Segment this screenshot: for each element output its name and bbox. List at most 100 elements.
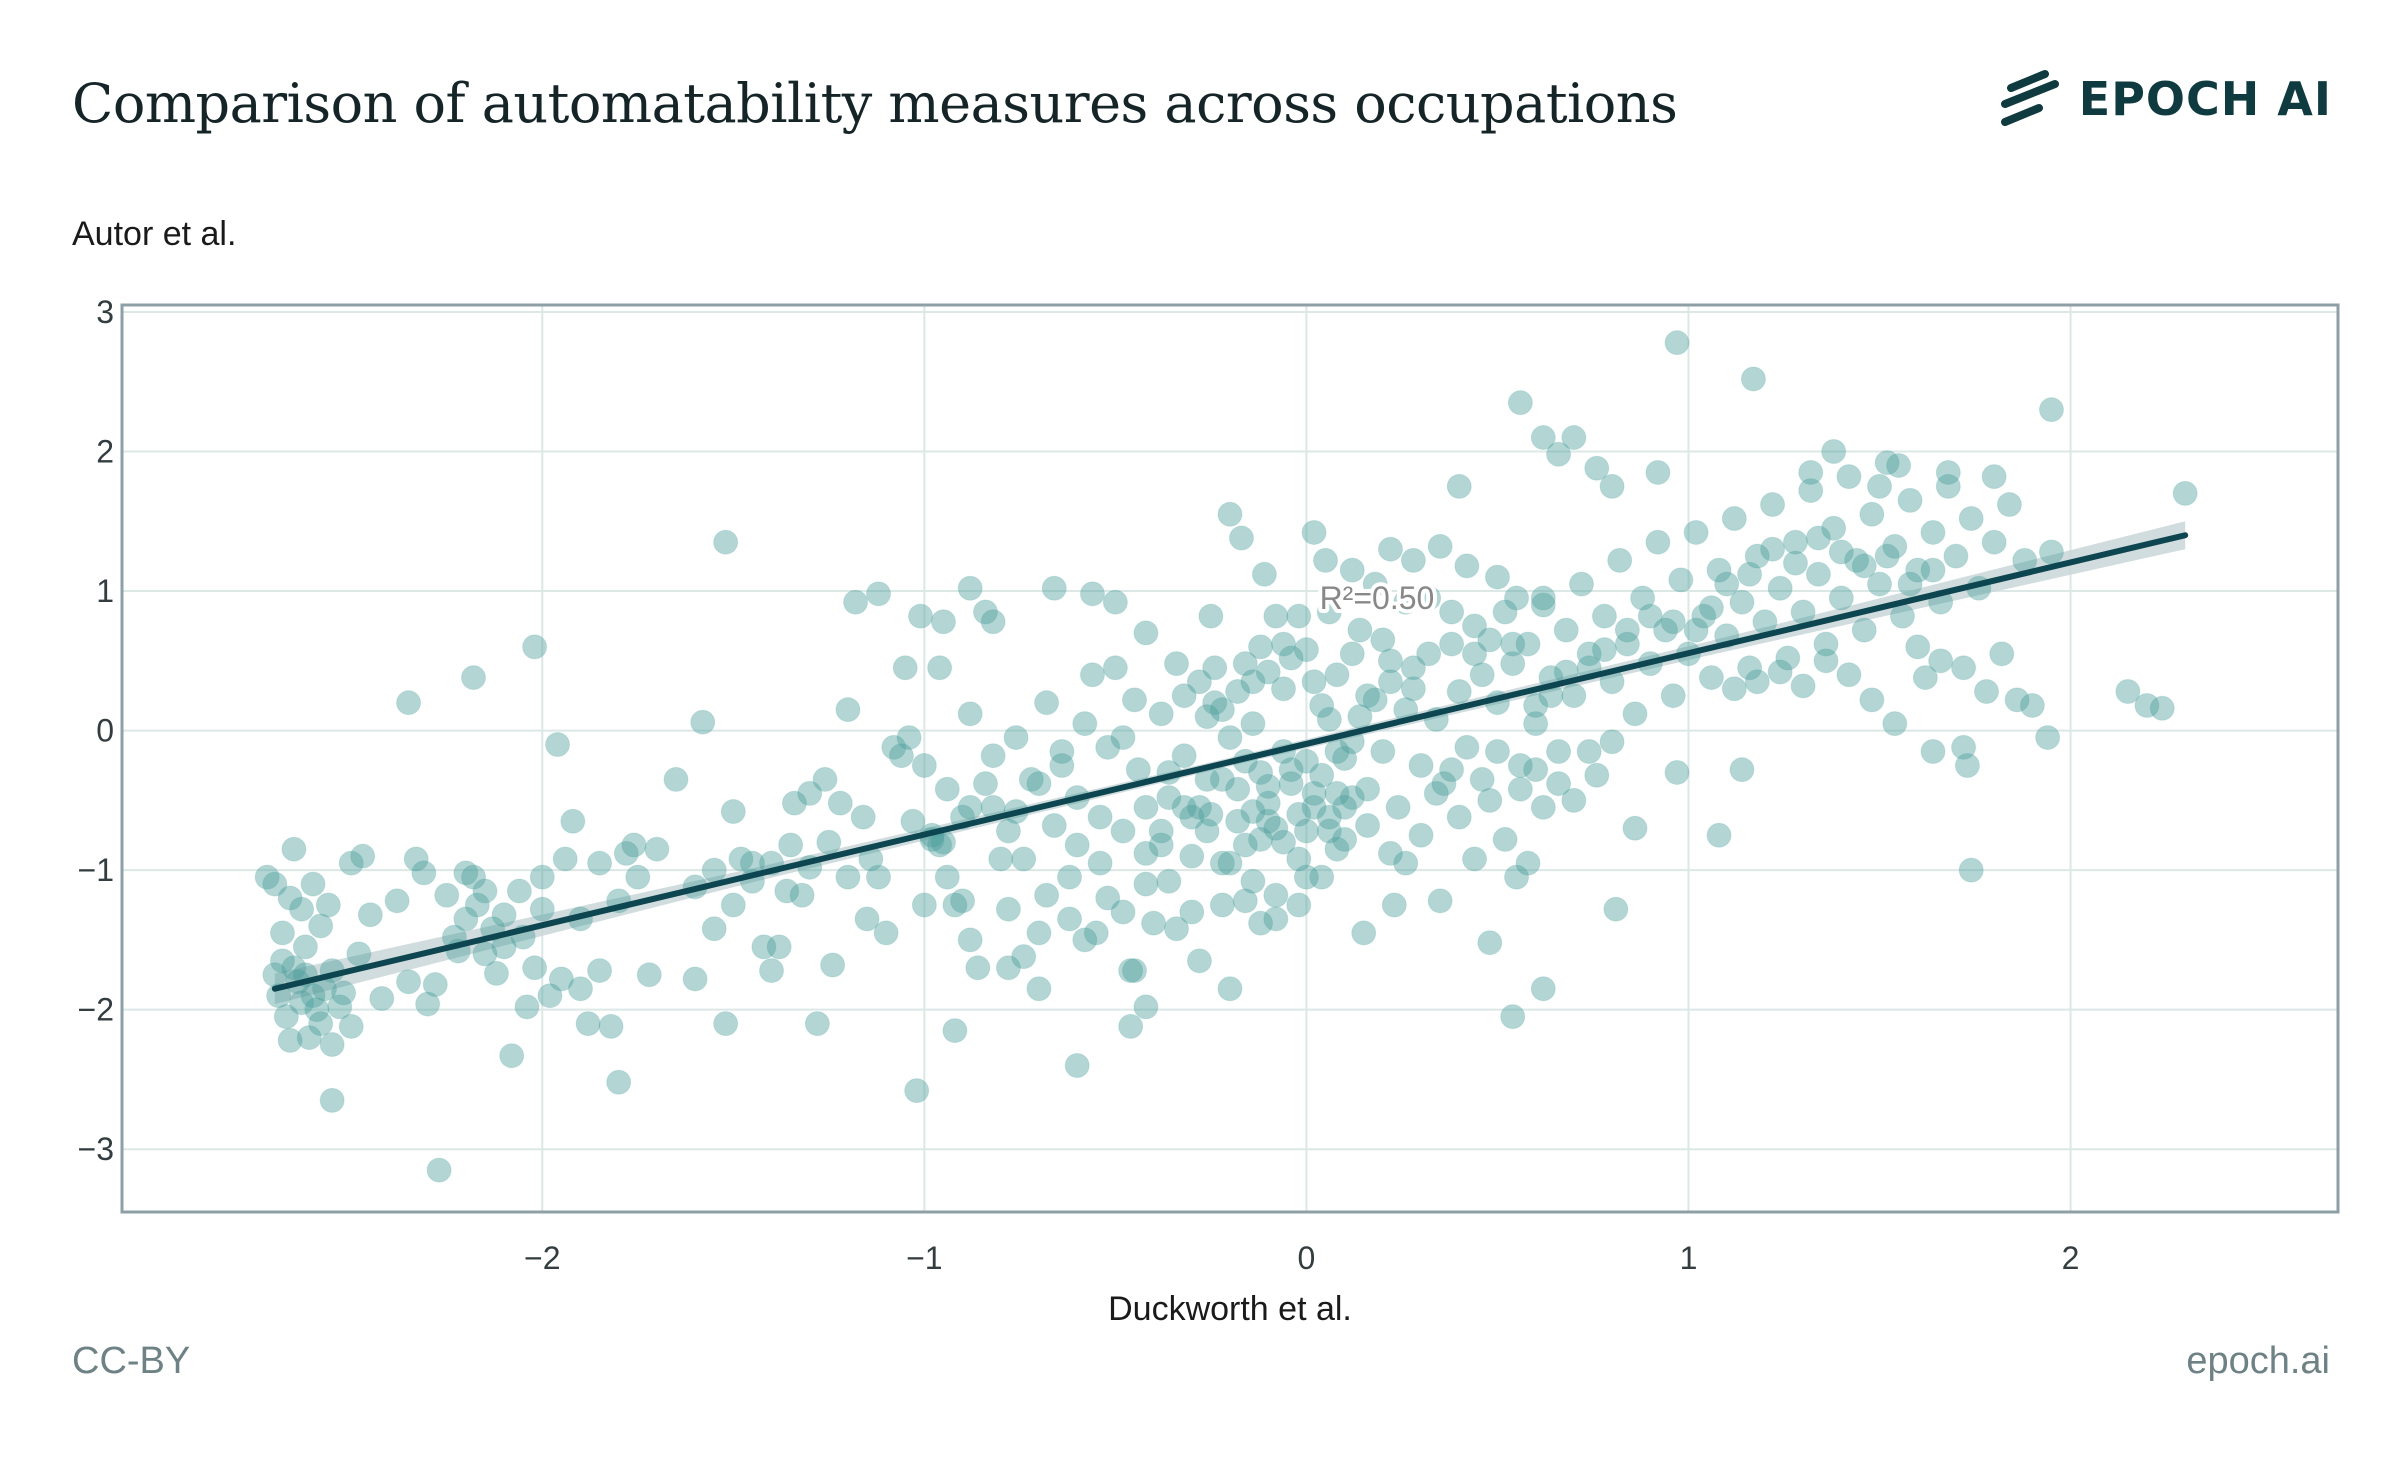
data-point bbox=[1760, 492, 1786, 518]
data-point bbox=[1355, 776, 1381, 802]
data-point bbox=[682, 966, 708, 992]
data-point bbox=[900, 808, 926, 834]
data-point bbox=[1049, 752, 1075, 778]
data-point bbox=[1339, 641, 1365, 667]
site-link[interactable]: epoch.ai bbox=[2186, 1340, 2330, 1382]
data-point bbox=[1278, 645, 1304, 671]
data-point bbox=[1057, 906, 1083, 932]
data-point bbox=[1439, 631, 1465, 657]
data-point bbox=[254, 864, 280, 890]
data-point bbox=[843, 589, 869, 615]
data-point bbox=[1477, 787, 1503, 813]
data-point bbox=[1813, 631, 1839, 657]
x-tick-label: −1 bbox=[906, 1240, 942, 1276]
data-point bbox=[1500, 631, 1526, 657]
data-point bbox=[1798, 459, 1824, 485]
data-point bbox=[472, 878, 498, 904]
data-point bbox=[1324, 836, 1350, 862]
regression-line-path bbox=[271, 532, 2189, 992]
data-point bbox=[1614, 617, 1640, 643]
data-point bbox=[2004, 687, 2030, 713]
brand-logo[interactable]: EPOCH AI bbox=[1999, 68, 2332, 130]
data-point bbox=[1569, 571, 1595, 597]
data-point bbox=[1951, 734, 1977, 760]
data-point bbox=[1897, 487, 1923, 513]
data-point bbox=[1083, 920, 1109, 946]
data-point bbox=[713, 529, 739, 555]
data-point bbox=[453, 860, 479, 886]
data-point bbox=[1377, 648, 1403, 674]
data-point bbox=[1278, 771, 1304, 797]
data-point bbox=[269, 948, 295, 974]
data-point bbox=[934, 864, 960, 890]
data-point bbox=[1133, 840, 1159, 866]
data-point bbox=[1339, 785, 1365, 811]
data-point bbox=[2172, 480, 2198, 506]
data-point bbox=[1087, 850, 1113, 876]
data-point bbox=[1079, 662, 1105, 688]
data-point bbox=[1882, 533, 1908, 559]
data-point bbox=[1523, 711, 1549, 737]
data-point bbox=[1179, 843, 1205, 869]
data-point bbox=[1355, 683, 1381, 709]
data-point bbox=[1660, 683, 1686, 709]
data-point bbox=[1339, 557, 1365, 583]
data-point bbox=[369, 986, 395, 1012]
data-point bbox=[1232, 888, 1258, 914]
y-tick-label: −3 bbox=[78, 1131, 114, 1167]
data-point bbox=[995, 896, 1021, 922]
data-point bbox=[277, 1027, 303, 1053]
data-point bbox=[1324, 780, 1350, 806]
data-point bbox=[1408, 822, 1434, 848]
data-point bbox=[1622, 815, 1648, 841]
x-axis-label: Duckworth et al. bbox=[1108, 1290, 1352, 1328]
data-point bbox=[1775, 645, 1801, 671]
data-point bbox=[1782, 529, 1808, 555]
data-point bbox=[1484, 564, 1510, 590]
data-point bbox=[701, 916, 727, 942]
data-point bbox=[1293, 864, 1319, 890]
data-point bbox=[1263, 815, 1289, 841]
data-point bbox=[1454, 734, 1480, 760]
data-point bbox=[1400, 676, 1426, 702]
data-point bbox=[331, 980, 357, 1006]
data-point bbox=[1561, 683, 1587, 709]
data-point bbox=[1286, 892, 1312, 918]
data-point bbox=[1011, 846, 1037, 872]
data-point bbox=[1954, 752, 1980, 778]
data-point bbox=[1943, 543, 1969, 569]
chart-title: Comparison of automatability measures ac… bbox=[72, 72, 1678, 135]
data-point bbox=[483, 960, 509, 986]
data-point bbox=[315, 892, 341, 918]
data-point bbox=[774, 878, 800, 904]
data-point bbox=[1416, 585, 1442, 611]
data-point bbox=[1698, 595, 1724, 621]
data-point bbox=[545, 732, 571, 758]
data-point bbox=[1263, 882, 1289, 908]
data-point bbox=[1209, 892, 1235, 918]
data-point bbox=[1102, 655, 1128, 681]
data-point bbox=[896, 725, 922, 751]
data-point bbox=[560, 808, 586, 834]
data-point bbox=[1095, 734, 1121, 760]
data-point bbox=[1607, 547, 1633, 573]
data-point bbox=[1668, 567, 1694, 593]
data-point bbox=[1225, 808, 1251, 834]
data-point bbox=[327, 994, 353, 1020]
data-point bbox=[575, 1011, 601, 1037]
data-point bbox=[1507, 752, 1533, 778]
data-point bbox=[1484, 739, 1510, 765]
data-point bbox=[1500, 1004, 1526, 1030]
data-point bbox=[1737, 655, 1763, 681]
data-point bbox=[957, 701, 983, 727]
data-point bbox=[1844, 547, 1870, 573]
data-point bbox=[1171, 683, 1197, 709]
data-point bbox=[965, 955, 991, 981]
data-point bbox=[1309, 864, 1335, 890]
data-point bbox=[434, 882, 460, 908]
data-point bbox=[1729, 589, 1755, 615]
data-point bbox=[1744, 543, 1770, 569]
data-point bbox=[1377, 669, 1403, 695]
data-point bbox=[1102, 589, 1128, 615]
data-point bbox=[1905, 557, 1931, 583]
